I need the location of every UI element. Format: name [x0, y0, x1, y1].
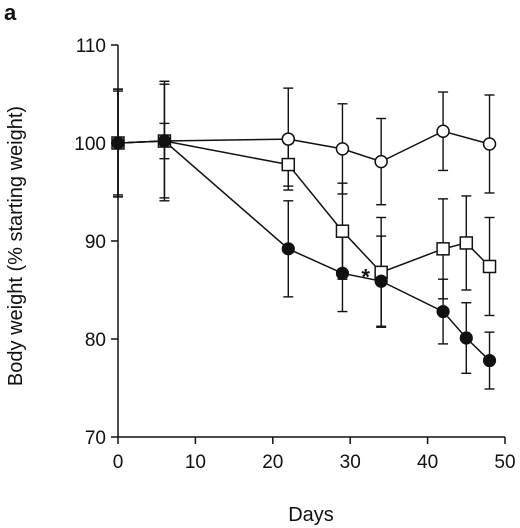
series-1-line — [117, 130, 490, 163]
x-tick-label: 30 — [340, 452, 361, 473]
y-tick-label: 100 — [74, 134, 106, 155]
series-3-point — [157, 134, 172, 148]
axis-ticks: 70 80 90 100 110 0 10 20 30 40 50 — [74, 36, 515, 473]
series-2-point — [482, 259, 497, 274]
y-axis-title: Body weight (% starting weight) — [5, 106, 27, 386]
axes — [117, 45, 505, 438]
series-2-point — [436, 242, 450, 256]
series-2-point — [335, 224, 350, 238]
series-1-point — [335, 142, 350, 156]
series-2-line — [117, 140, 491, 274]
x-tick-label: 50 — [494, 452, 515, 473]
series-3-point — [335, 266, 350, 280]
series-3-point — [482, 353, 497, 368]
series-3-point — [281, 242, 295, 256]
series-3-point — [459, 331, 473, 345]
series-3-line — [117, 140, 491, 362]
series-1-point — [482, 137, 497, 151]
y-tick-label: 70 — [85, 428, 106, 449]
x-tick-label: 0 — [113, 452, 124, 473]
series-3-point — [374, 274, 388, 288]
series-1-point — [374, 154, 388, 169]
x-tick-label: 40 — [417, 452, 438, 473]
y-tick-label: 110 — [76, 36, 106, 57]
annotations: * — [361, 264, 370, 289]
series-3-point — [436, 304, 450, 319]
panel-label: a — [4, 0, 17, 25]
y-tick-label: 90 — [85, 232, 106, 253]
x-tick-label: 20 — [262, 452, 283, 473]
series-2-point — [281, 157, 296, 172]
y-tick-label: 80 — [85, 330, 106, 351]
x-tick-label: 10 — [185, 452, 206, 473]
series-layer — [111, 80, 497, 390]
significance-asterisk: * — [361, 264, 370, 289]
x-axis-title: Days — [288, 504, 334, 526]
series-2-point — [459, 236, 474, 250]
series-1-point — [436, 124, 450, 138]
series-1-point — [281, 132, 296, 146]
series-3-point — [111, 136, 125, 150]
